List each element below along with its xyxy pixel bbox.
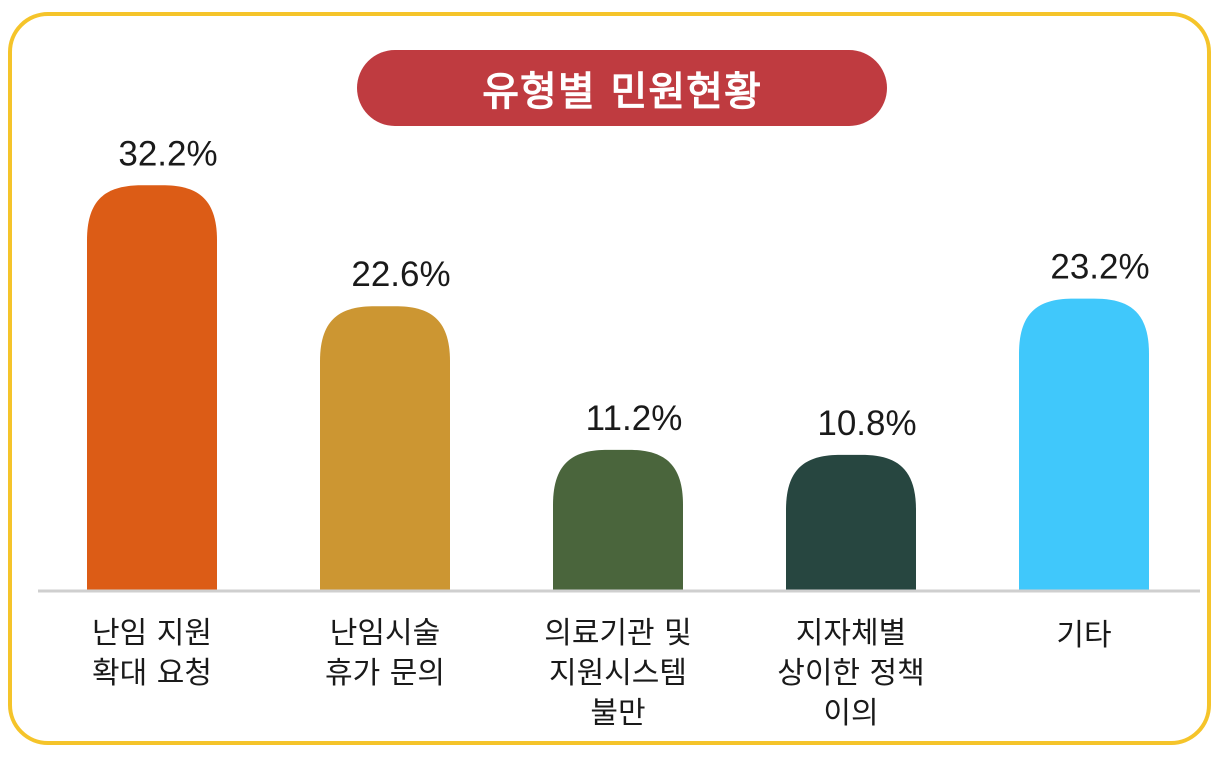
bar-4: [786, 454, 916, 591]
chart-title: 유형별 민원현황: [357, 50, 887, 126]
category-label-1: 난임 지원 확대 요청: [92, 616, 212, 691]
category-label-3: 의료기관 및 지원시스템 불만: [544, 616, 692, 731]
value-labels-group: 32.2% 22.6% 11.2% 10.8% 23.2%: [118, 134, 1149, 443]
bar-3: [553, 449, 683, 591]
bar-value-label-2: 22.6%: [351, 255, 450, 294]
bar-value-label-1: 32.2%: [118, 134, 217, 173]
bar-5: [1019, 298, 1149, 591]
bar-value-label-3: 11.2%: [586, 399, 683, 438]
bar-2: [320, 306, 450, 591]
category-label-5: 기타: [1056, 618, 1112, 653]
bar-1: [87, 185, 217, 591]
bar-value-label-4: 10.8%: [817, 404, 916, 443]
bars-group: [87, 185, 1149, 591]
category-label-4: 지자체별 상이한 정책 이의: [777, 616, 925, 731]
category-label-2: 난임시술 휴가 문의: [325, 616, 445, 691]
bar-value-label-5: 23.2%: [1050, 248, 1149, 287]
